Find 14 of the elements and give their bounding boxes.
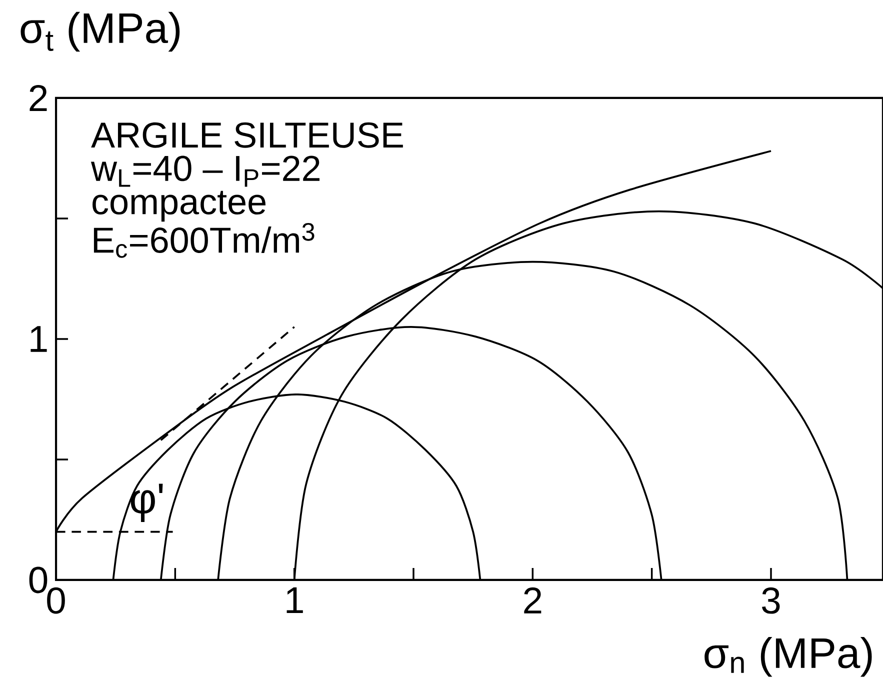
x-tick-label: 2 [524,587,542,614]
y-tick-label: 0 [29,566,48,594]
annotation: ARGILE SILTEUSE [91,122,403,148]
x-tick-label: 0 [47,587,65,614]
x-tick-label: 1 [286,587,303,614]
annotation: compactee [92,190,266,222]
annotation: w$_{L}$=40 – I$_{P}$=22 [90,156,320,187]
annotation: E$_{c}$=600Tm/m$^{3}$ [94,222,314,258]
y-tick-label: 2 [30,84,47,112]
x-axis-title: σ$_{n}$ (MPa) [704,636,872,677]
annotation: φ' [130,484,163,522]
x-tick-label: 3 [762,587,780,614]
y-axis-title: σ$_{t}$ (MPa) [20,12,180,52]
y-tick-label: 1 [30,326,47,352]
